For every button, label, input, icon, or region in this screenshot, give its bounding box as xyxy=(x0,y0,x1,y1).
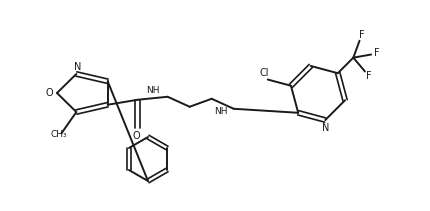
Text: F: F xyxy=(366,71,372,81)
Text: N: N xyxy=(74,62,81,72)
Text: NH: NH xyxy=(214,107,227,116)
Text: O: O xyxy=(45,88,53,98)
Text: O: O xyxy=(133,131,141,141)
Text: F: F xyxy=(359,30,364,40)
Text: CH₃: CH₃ xyxy=(50,130,67,139)
Text: N: N xyxy=(322,123,329,133)
Text: NH: NH xyxy=(146,86,160,95)
Text: Cl: Cl xyxy=(259,68,268,77)
Text: F: F xyxy=(374,49,380,58)
